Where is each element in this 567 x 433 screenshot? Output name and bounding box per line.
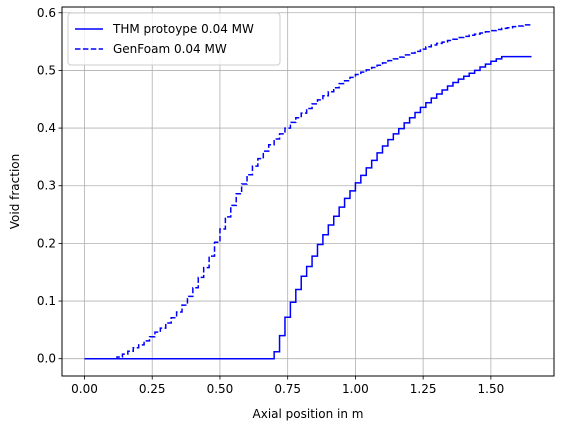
series-line-thm [84,55,532,360]
legend-label-thm: THM protoype 0.04 MW [112,22,254,36]
ticks: 0.00 0.25 0.50 0.75 1.00 1.25 1.50 0.0 0.1 0.2 0.3… [37,6,504,396]
y-tick-label: 0.0 [37,352,56,366]
x-tick-label: 0.00 [71,382,98,396]
series-line-genfoam [84,23,533,360]
x-tick-label: 1.25 [410,382,437,396]
x-tick-label: 0.25 [139,382,166,396]
legend-box [67,12,281,66]
legend-label-genfoam: GenFoam 0.04 MW [113,42,227,56]
y-tick-label: 0.4 [37,121,56,135]
y-tick-label: 0.1 [37,294,56,308]
x-axis-label: Axial position in m [253,407,364,421]
x-tick-label: 1.00 [342,382,369,396]
plot-frame [61,6,555,377]
y-tick-label: 0.2 [37,236,56,250]
y-axis-label: Void fraction [8,154,22,229]
y-tick-label: 0.5 [37,63,56,77]
x-tick-label: 1.50 [478,382,505,396]
x-tick-label: 0.75 [274,382,301,396]
x-tick-label: 0.50 [207,382,234,396]
legend: THM protoype 0.04 MW GenFoam 0.04 MW [67,12,281,66]
y-tick-label: 0.3 [37,179,56,193]
series-group [84,23,533,360]
y-tick-label: 0.6 [37,6,56,20]
